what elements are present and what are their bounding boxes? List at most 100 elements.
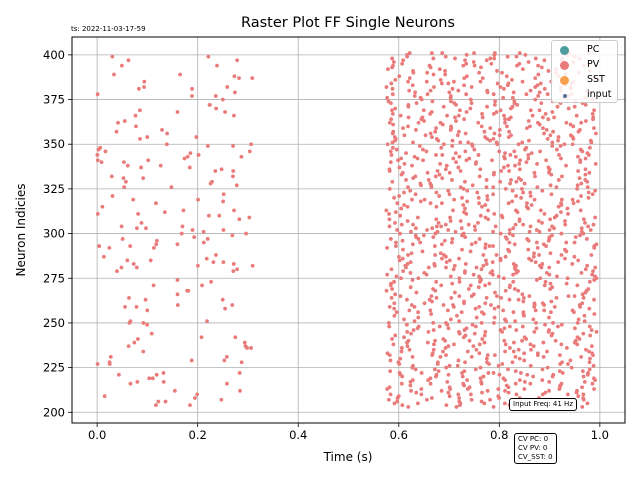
spike-point [484,258,488,263]
spike-point [420,115,425,120]
spike-point [513,319,518,324]
spike-point [391,63,395,68]
spike-point [385,95,390,100]
spike-point [543,390,548,395]
spike-point [452,197,457,202]
spike-point [399,381,404,386]
spike-point [540,220,544,225]
spike-point [464,326,469,331]
spike-point [128,244,133,248]
spike-point [428,131,433,136]
spike-point [556,138,560,143]
spike-point [399,206,404,211]
spike-point [95,158,100,163]
spike-point [560,174,564,179]
spike-point [483,242,488,247]
spike-point [562,142,567,147]
spike-point [498,328,503,332]
spike-point [548,251,553,256]
spike-point [528,342,533,347]
spike-point [586,195,591,200]
spike-point [411,328,416,332]
y-tick-label: 400 [43,48,65,62]
spike-point [559,381,564,386]
spike-point [457,154,462,159]
spike-point [451,208,455,213]
spike-point [388,369,393,374]
spike-point [494,253,499,257]
spike-point [429,294,434,299]
spike-point [238,388,242,393]
spike-point [464,110,469,114]
spike-point [471,344,476,349]
spike-point [590,192,595,197]
spike-point [438,120,443,125]
spike-point [440,242,444,247]
spike-point [534,326,539,331]
spike-point [515,103,520,107]
spike-point [427,297,432,302]
spike-point [477,274,481,279]
spike-point [492,353,497,357]
spike-point [122,185,127,190]
spike-point [233,335,238,340]
spike-point [440,153,445,157]
spike-point [179,231,184,236]
spike-point [394,310,399,315]
spike-point [147,376,152,381]
spike-point [421,147,425,152]
spike-point [425,92,430,97]
spike-point [540,301,545,306]
spike-point [506,247,510,252]
spike-point [406,124,410,129]
spike-point [452,342,456,347]
spike-point [119,224,124,229]
spike-point [587,349,591,354]
spike-point [536,72,541,77]
spike-point [551,129,555,134]
spike-point [498,231,503,236]
spike-point [387,324,392,329]
spike-point [571,201,576,206]
spike-point [483,329,488,334]
spike-point [189,358,194,363]
spike-point [563,256,567,261]
spike-point [426,329,431,334]
spike-point [234,183,239,188]
spike-point [388,358,393,363]
spike-point [481,374,486,379]
spike-point [478,365,483,370]
spike-point [470,322,475,327]
spike-point [581,396,586,400]
spike-point [387,120,392,125]
spike-point [543,111,548,116]
spike-point [451,267,456,272]
spike-point [528,224,533,229]
spike-point [526,60,531,64]
spike-point [454,119,458,123]
spike-point [534,278,539,282]
spike-point [456,113,461,118]
spike-point [513,381,518,386]
spike-point [219,167,224,172]
spike-point [474,347,479,352]
spike-point [221,260,226,265]
spike-point [483,203,488,207]
spike-point [237,217,242,222]
spike-point [557,353,562,357]
spike-point [239,360,244,365]
spike-point [134,124,138,129]
spike-point [392,195,397,200]
spike-point [566,294,571,299]
spike-point [507,129,511,134]
spike-point [107,245,112,250]
spike-point [476,120,481,125]
spike-point [386,397,391,402]
spike-point [502,326,507,331]
spike-point [528,108,533,113]
spike-point [495,294,499,299]
spike-point [232,113,236,118]
spike-point [552,115,556,120]
spike-point [570,262,575,266]
spike-point [492,321,496,325]
